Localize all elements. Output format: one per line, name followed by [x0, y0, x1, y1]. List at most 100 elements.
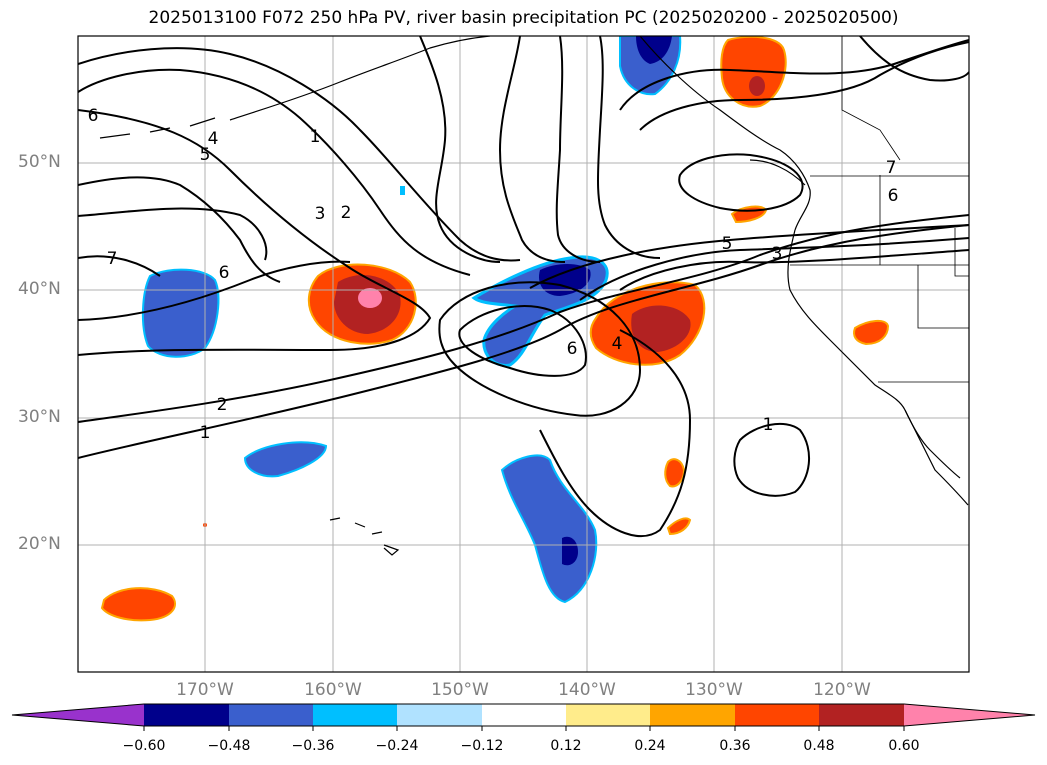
negative-dot	[400, 186, 405, 195]
contour-label: 5	[722, 234, 733, 254]
coastline-alaska-panhandle	[639, 36, 811, 231]
colorbar-tick-label: 0.24	[634, 738, 666, 754]
contour-label: 6	[567, 339, 578, 359]
contour-label: 6	[888, 186, 899, 206]
contour-line	[458, 305, 587, 377]
colorbar-tick-label: 0.48	[803, 738, 835, 754]
negative-blob-hawaii-north	[243, 441, 328, 478]
contour-line	[438, 281, 642, 417]
contour-label: 7	[886, 158, 897, 178]
colorbar-extend-left	[12, 704, 144, 726]
contour-label: 1	[763, 415, 774, 435]
contour-line	[78, 214, 969, 423]
contour-line	[78, 207, 268, 261]
contour-label: 1	[310, 127, 321, 147]
contour-label: 2	[217, 395, 228, 415]
positive-core-east	[631, 305, 691, 352]
colorbar-segment	[566, 704, 650, 726]
contour-line	[78, 176, 281, 283]
lat-label: 30°N	[18, 407, 61, 427]
colorbar-segment	[650, 704, 735, 726]
colorbar-tick-label: 0.60	[888, 738, 920, 754]
contour-label: 4	[208, 129, 219, 149]
contour-line	[78, 255, 161, 277]
colorbar-segment	[397, 704, 482, 726]
contour-line	[619, 249, 969, 291]
lon-label: 120°W	[813, 680, 871, 700]
coastline-aleutians	[99, 117, 216, 139]
contour-line	[539, 329, 692, 538]
contour-line	[78, 68, 471, 276]
coastline-us-west	[787, 229, 906, 411]
negative-blob-west	[141, 268, 220, 358]
lat-label: 50°N	[18, 152, 61, 172]
lat-label: 40°N	[18, 279, 61, 299]
lat-label: 20°N	[18, 534, 61, 554]
contour-label: 6	[219, 263, 230, 283]
precip-shading	[100, 36, 890, 622]
colorbar-segment	[144, 704, 229, 726]
positive-blob-south1	[664, 458, 686, 488]
contour-label: 4	[612, 334, 623, 354]
colorbar-tick-label: 0.36	[719, 738, 751, 754]
positive-blob-idaho	[853, 320, 890, 346]
lon-label: 170°W	[176, 680, 234, 700]
positive-blob-bc	[730, 205, 768, 224]
negative-blob-south	[500, 454, 598, 604]
colorbar-tick-label: −0.60	[122, 738, 166, 754]
colorbar-tick-label: −0.48	[207, 738, 251, 754]
hawaii-islands	[329, 517, 400, 556]
colorbar-tick-label: −0.36	[291, 738, 335, 754]
border-alaska-canada	[841, 36, 901, 161]
contour-line	[733, 422, 811, 497]
contour-line	[678, 153, 804, 212]
gridlines	[78, 36, 969, 672]
pv-contours	[78, 36, 969, 538]
border-idaho	[954, 228, 969, 277]
contour-line	[78, 260, 351, 321]
colorbar	[11, 703, 1036, 731]
contour-label: 5	[200, 145, 211, 165]
contour-label: 7	[107, 249, 118, 269]
colorbar-segment	[229, 704, 313, 726]
lon-label: 130°W	[685, 680, 743, 700]
positive-blob-south2	[666, 517, 692, 536]
contour-line	[498, 36, 566, 263]
colorbar-segment	[735, 704, 819, 726]
negative-core-central-east	[538, 264, 591, 296]
positive-core-alaska	[749, 76, 765, 96]
negative-core-alaska	[636, 36, 672, 64]
colorbar-tick-label: −0.24	[375, 738, 419, 754]
contour-line	[419, 36, 501, 263]
positive-peak-central	[358, 288, 382, 308]
colorbar-tick-label: −0.12	[460, 738, 504, 754]
contour-label: 2	[341, 203, 352, 223]
contour-line	[859, 36, 969, 82]
lon-label: 150°W	[431, 680, 489, 700]
contour-line	[78, 109, 432, 356]
colorbar-segment	[482, 704, 566, 726]
colorbar-ticks	[143, 726, 905, 731]
contour-line	[597, 36, 661, 259]
colorbar-segment	[819, 704, 904, 726]
positive-blob-southwest	[100, 587, 177, 622]
contour-line	[619, 39, 969, 111]
contour-labels: 1 2 3 4 5 6 7 1 2 3 4 5 6 7 6 6 1	[88, 106, 899, 443]
contour-label: 3	[772, 244, 783, 264]
contour-label: 1	[200, 423, 211, 443]
border-nevada	[879, 175, 969, 329]
colorbar-segment	[313, 704, 397, 726]
coastline-baja	[904, 409, 969, 506]
contour-line	[529, 224, 969, 289]
coastline-alaska	[229, 36, 491, 121]
map-title: 2025013100 F072 250 hPa PV, river basin …	[148, 8, 899, 28]
borders	[790, 36, 969, 383]
map-frame	[77, 35, 970, 673]
map-area: 1 2 3 4 5 6 7 1 2 3 4 5 6 7 6 6 1	[78, 36, 969, 672]
contour-line	[579, 237, 969, 301]
colorbar-tick-label: 0.12	[550, 738, 582, 754]
lon-label: 160°W	[304, 680, 362, 700]
negative-core-south	[562, 536, 578, 566]
colorbar-extend-right	[904, 704, 1035, 726]
